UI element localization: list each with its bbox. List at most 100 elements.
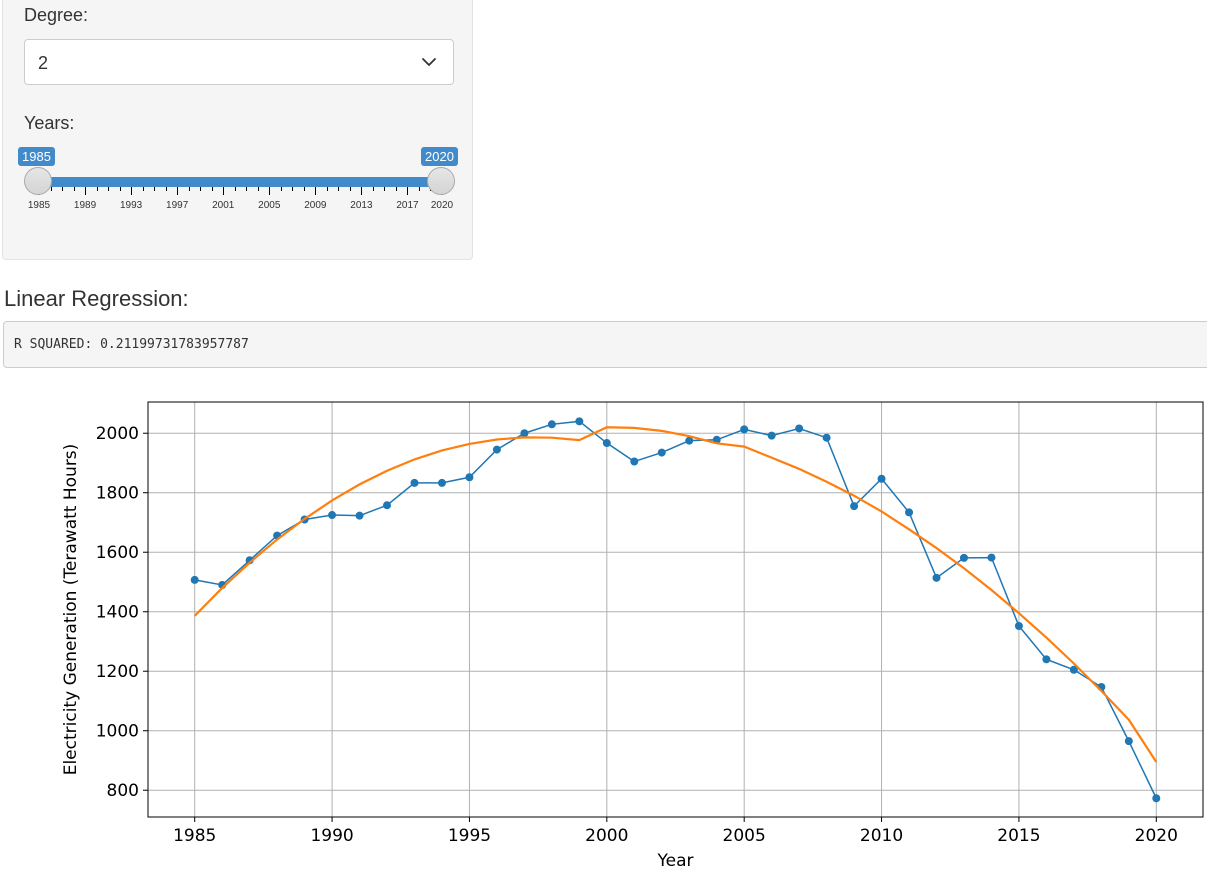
slider-minor-tick — [303, 187, 305, 191]
slider-minor-tick — [211, 187, 213, 191]
slider-major-tick — [315, 187, 317, 195]
slider-tick-label: 1997 — [166, 200, 189, 211]
slider-minor-tick — [62, 187, 64, 191]
y-axis-label: Electricity Generation (Terawatt Hours) — [61, 444, 81, 776]
slider-major-tick — [361, 187, 363, 195]
observed-data-point — [959, 553, 968, 562]
slider-tick-label: 2017 — [396, 200, 419, 211]
slider-tick-label: 1993 — [119, 200, 143, 211]
slider-minor-tick — [108, 187, 110, 191]
observed-data-point — [767, 431, 776, 440]
observed-data-point — [383, 501, 392, 510]
slider-from-handle[interactable] — [24, 167, 52, 195]
slider-tick-label: 1985 — [27, 200, 51, 211]
slider-minor-tick — [418, 187, 420, 191]
slider-minor-tick — [96, 187, 98, 191]
observed-data-point — [822, 433, 831, 442]
chevron-down-icon — [422, 58, 436, 66]
slider-major-tick — [407, 187, 409, 195]
output-box: R SQUARED: 0.21199731783957787 — [3, 321, 1207, 368]
observed-data-point — [328, 511, 337, 520]
slider-major-tick — [131, 187, 133, 195]
observed-data-point — [575, 417, 584, 426]
y-tick-label: 1600 — [96, 543, 139, 563]
slider-minor-tick — [200, 187, 202, 191]
slider-tick-label: 2001 — [212, 200, 235, 211]
observed-data-point — [520, 429, 529, 438]
slider-tick-label: 2013 — [350, 200, 373, 211]
fit-series-line — [193, 426, 1158, 763]
slider-minor-tick — [372, 187, 374, 191]
observed-data-point — [492, 445, 501, 454]
slider-minor-tick — [338, 187, 340, 191]
observed-data-point — [795, 424, 804, 433]
slider-minor-tick — [395, 187, 397, 191]
y-tick-label: 1400 — [96, 603, 139, 623]
observed-series-line — [194, 420, 1157, 799]
slider-minor-tick — [142, 187, 144, 191]
observed-data-point — [465, 473, 474, 482]
slider-track[interactable] — [39, 177, 442, 187]
x-tick-label: 2020 — [1135, 826, 1178, 846]
slider-minor-tick — [326, 187, 328, 191]
slider-to-handle[interactable] — [427, 167, 455, 195]
slider-major-tick — [269, 187, 271, 195]
y-tick-label: 1000 — [96, 722, 139, 742]
observed-data-point — [547, 420, 556, 429]
x-tick-label: 1995 — [448, 826, 491, 846]
slider-to-badge: 2020 — [421, 147, 458, 166]
observed-data-point — [630, 457, 639, 466]
regression-chart: 1985 1990 1995 2000 2005 2010 2015 2020 800 1000 1… — [61, 401, 1204, 871]
slider-minor-tick — [188, 187, 190, 191]
slider-major-tick — [177, 187, 179, 195]
x-tick-label: 1990 — [310, 826, 353, 846]
slider-minor-tick — [234, 187, 236, 191]
observed-data-point — [932, 573, 941, 582]
slider-minor-tick — [73, 187, 75, 191]
observed-data-point — [740, 425, 749, 434]
observed-data-point — [602, 439, 611, 448]
slider-minor-tick — [154, 187, 156, 191]
x-axis-label: Year — [657, 851, 694, 871]
observed-data-point — [1152, 794, 1161, 803]
degree-select[interactable]: 2 — [24, 39, 454, 85]
observed-data-point — [190, 575, 199, 584]
observed-data-point — [1014, 622, 1023, 631]
output-heading: Linear Regression: — [4, 286, 189, 311]
slider-minor-tick — [280, 187, 282, 191]
observed-data-point — [437, 478, 446, 487]
observed-data-point — [355, 511, 364, 520]
observed-data-point — [905, 508, 914, 517]
slider-minor-tick — [384, 187, 386, 191]
observed-data-point — [1069, 665, 1078, 674]
slider-from-badge: 1985 — [18, 147, 55, 166]
r-squared-text: R SQUARED: 0.21199731783957787 — [14, 337, 249, 352]
slider-minor-tick — [50, 187, 52, 191]
x-tick-label: 2010 — [860, 826, 903, 846]
observed-data-point — [877, 474, 886, 483]
slider-tick-label: 2020 — [430, 200, 454, 211]
slider-minor-tick — [349, 187, 351, 191]
x-tick-label: 2000 — [585, 826, 628, 846]
years-range-slider: 1985 2020 1985 1989 1993 1997 2001 2005 2009 20… — [3, 0, 474, 261]
observed-data-point — [850, 502, 859, 511]
y-tick-label: 2000 — [96, 424, 139, 444]
y-tick-label: 1200 — [96, 662, 139, 682]
slider-major-tick — [85, 187, 87, 195]
observed-data-point — [685, 436, 694, 445]
observed-data-point — [1042, 655, 1051, 664]
degree-select-value: 2 — [38, 53, 49, 73]
x-tick-label: 1985 — [173, 826, 216, 846]
observed-data-point — [1124, 737, 1133, 746]
slider-major-tick — [223, 187, 225, 195]
slider-minor-tick — [257, 187, 259, 191]
slider-tick-label: 2009 — [304, 200, 327, 211]
plot-frame — [147, 401, 1204, 818]
y-tick-label: 1800 — [96, 484, 139, 504]
x-tick-label: 2015 — [997, 826, 1040, 846]
x-tick-label: 2005 — [723, 826, 766, 846]
slider-minor-tick — [292, 187, 294, 191]
slider-minor-tick — [246, 187, 248, 191]
observed-data-point — [987, 553, 996, 562]
observed-data-point — [410, 478, 419, 487]
